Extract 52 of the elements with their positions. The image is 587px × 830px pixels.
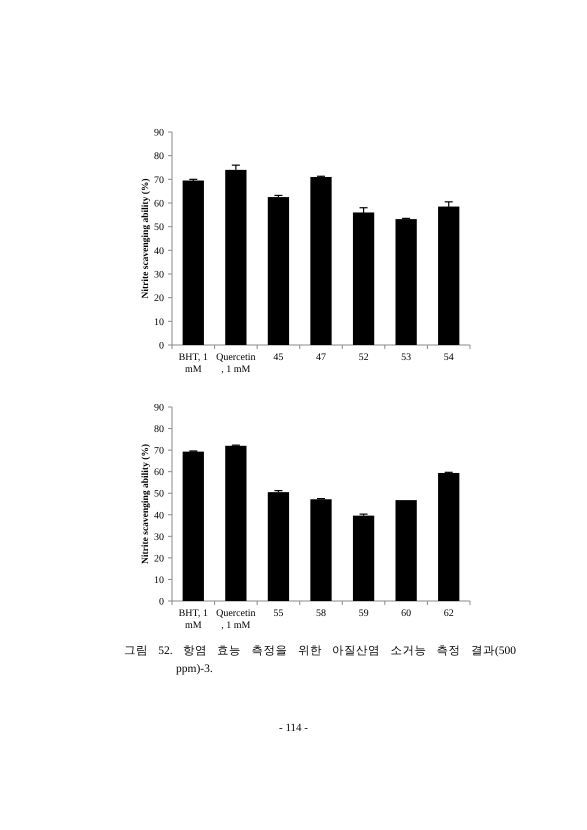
x-tick-label: 53 <box>401 352 412 363</box>
x-tick-label: 54 <box>444 352 454 363</box>
bar <box>268 492 290 601</box>
y-tick-label: 10 <box>154 316 164 328</box>
y-tick-label: 40 <box>154 510 164 522</box>
x-tick-label: BHT, 1 mM <box>178 352 208 375</box>
y-tick-label: 80 <box>154 151 164 162</box>
x-tick-label: 55 <box>273 608 284 619</box>
y-tick-label: 60 <box>154 467 164 478</box>
bar <box>225 170 246 345</box>
bar <box>182 452 204 601</box>
y-tick-label: 30 <box>154 270 164 280</box>
bar <box>438 472 460 601</box>
y-tick-label: 90 <box>154 128 164 138</box>
x-tick-label: 60 <box>401 608 412 619</box>
y-tick-label: 50 <box>154 488 164 500</box>
x-tick-label: 52 <box>358 352 369 363</box>
y-axis-title: Nitrite scavenging ability (%) <box>141 178 151 299</box>
bar <box>396 219 417 345</box>
bar <box>310 176 332 345</box>
y-tick-label: 20 <box>154 293 164 304</box>
y-tick-label: 70 <box>154 174 164 186</box>
y-tick-label: 30 <box>154 532 164 543</box>
y-tick-label: 10 <box>154 574 164 586</box>
y-tick-label: 40 <box>154 246 164 257</box>
caption: 그림 52. 항염 효능 측정을 위한 아질산염 소거능 측정 결과(500 ppm)-3. <box>124 644 516 677</box>
x-tick-label: 45 <box>273 352 284 363</box>
bar <box>225 446 246 601</box>
bar <box>182 180 204 345</box>
y-tick-label: 50 <box>154 222 164 234</box>
y-tick-label: 70 <box>154 446 164 457</box>
bar <box>438 206 460 345</box>
x-tick-label: 58 <box>316 608 326 619</box>
y-tick-label: 0 <box>159 340 164 352</box>
bar <box>352 212 374 345</box>
bar <box>352 516 374 601</box>
bar <box>310 499 332 601</box>
x-tick-label: 47 <box>316 352 326 363</box>
y-tick-label: 0 <box>159 596 164 608</box>
y-tick-label: 60 <box>154 198 164 210</box>
x-tick-label: 62 <box>444 608 454 619</box>
text: - 114 - <box>278 722 309 734</box>
bar <box>268 197 290 345</box>
y-tick-label: 20 <box>154 553 164 564</box>
y-tick-label: 90 <box>154 402 164 414</box>
x-tick-label: BHT, 1 mM <box>178 608 208 631</box>
x-tick-label: Quercetin , 1 mM <box>216 352 256 375</box>
y-axis-title: Nitrite scavenging ability (%) <box>141 444 151 564</box>
bar <box>396 500 417 601</box>
x-tick-label: 59 <box>358 608 369 619</box>
x-tick-label: Quercetin , 1 mM <box>216 608 256 631</box>
y-tick-label: 80 <box>154 424 164 436</box>
